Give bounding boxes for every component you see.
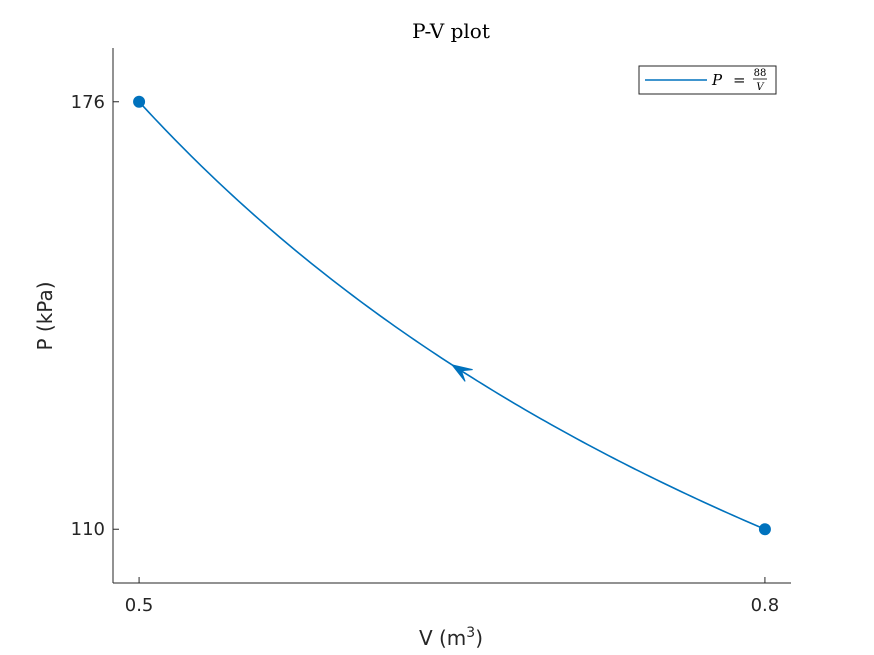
- y-tick-label: 110: [71, 519, 105, 540]
- legend-label-equals: =: [733, 71, 746, 89]
- y-ticks: 110 176: [71, 92, 119, 540]
- series-line: [138, 101, 766, 530]
- endpoint-marker: [758, 523, 771, 536]
- axes: [112, 48, 791, 584]
- x-axis-label: V (m3): [419, 625, 483, 650]
- y-tick-label: 176: [71, 92, 105, 113]
- plot-area: [133, 95, 771, 536]
- chart-title: P-V plot: [412, 19, 490, 43]
- legend-label-lhs: P: [711, 71, 723, 89]
- x-axis-label-superscript: 3: [466, 625, 475, 641]
- legend-label-numerator: 88: [754, 68, 767, 79]
- direction-arrow: [450, 364, 473, 382]
- y-axis-label: P (kPa): [33, 281, 57, 350]
- x-ticks: 0.5 0.8: [125, 577, 779, 616]
- legend-label-denominator: V: [756, 82, 765, 93]
- legend: P = 88 V: [638, 65, 777, 95]
- x-axis-label-close: ): [475, 626, 483, 650]
- x-tick-label: 0.5: [125, 595, 154, 616]
- endpoint-marker: [133, 95, 146, 108]
- x-tick-label: 0.8: [751, 595, 780, 616]
